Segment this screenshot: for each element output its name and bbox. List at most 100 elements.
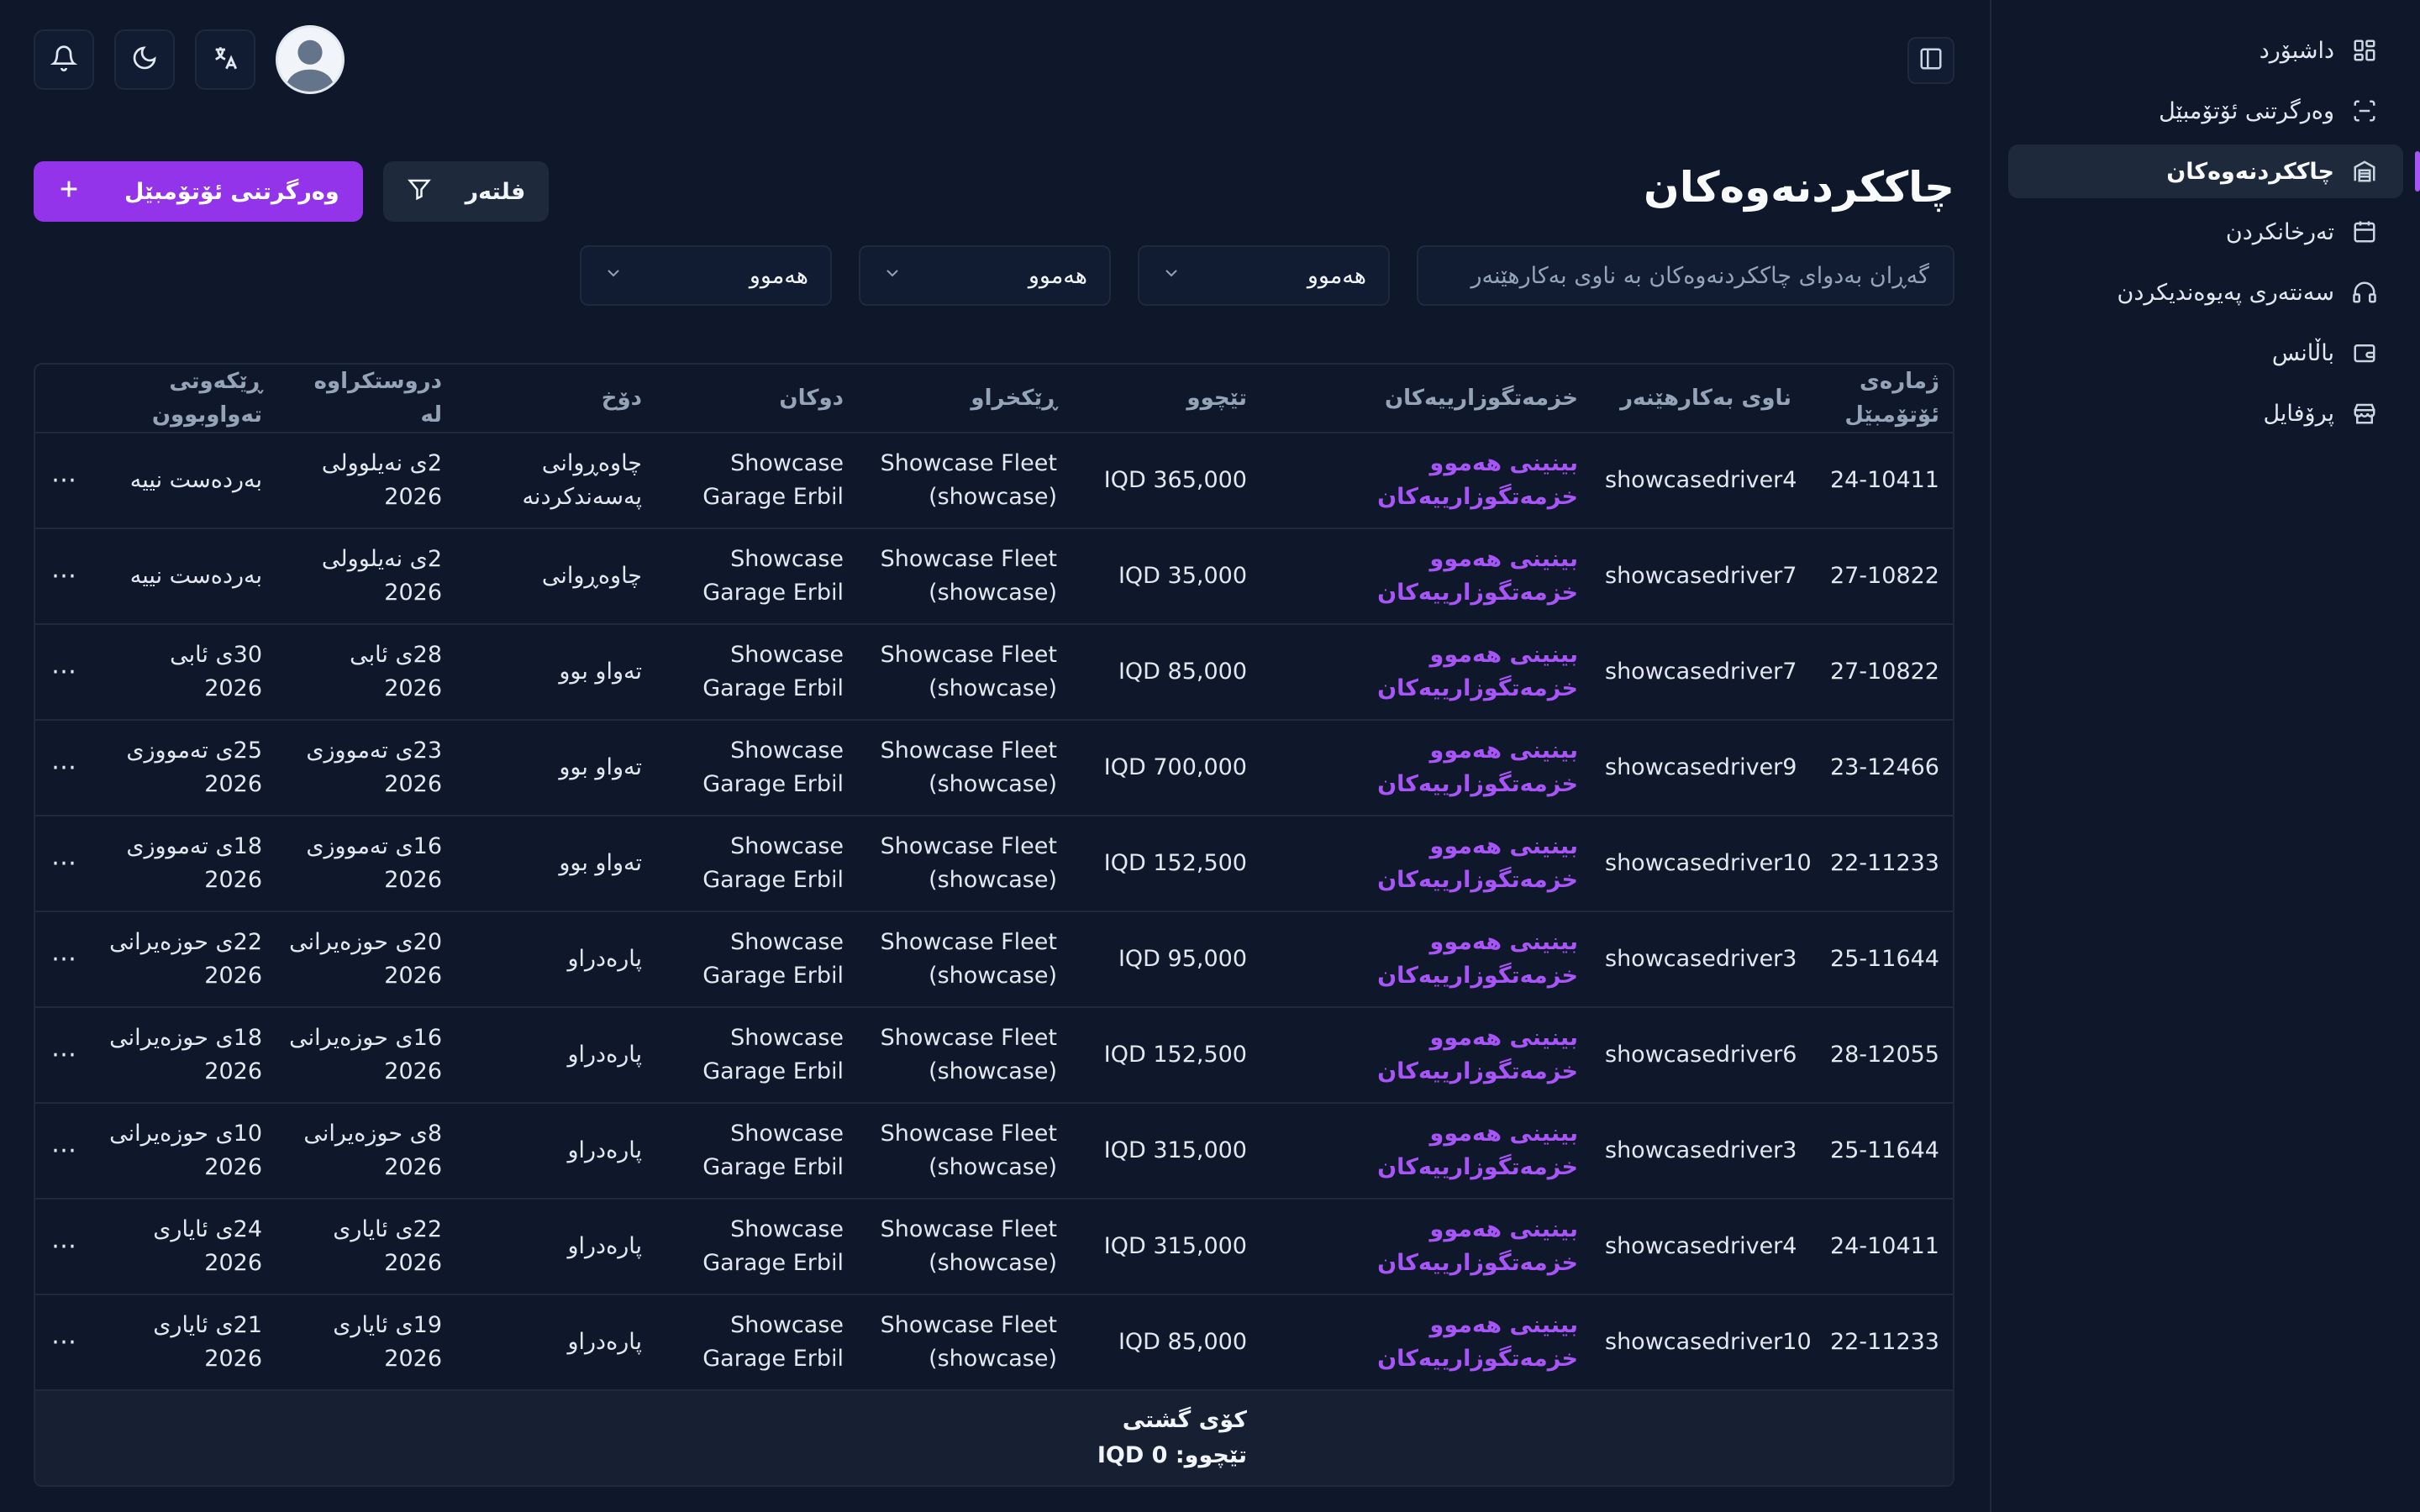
more-actions-button[interactable]: ⋯ [35, 528, 94, 625]
search-input[interactable] [1417, 245, 1954, 306]
cell-organization: Showcase Fleet (showcase) [857, 1103, 1071, 1200]
cell-services-link[interactable]: بینینی هەموو خزمەتگوزارییەکان [1260, 433, 1591, 529]
more-actions-button[interactable]: ⋯ [35, 911, 94, 1008]
sidebar-item-contact-center[interactable]: سەنتەری پەیوەندیکردن [2008, 265, 2403, 319]
column-header-user[interactable]: ناوی بەکارهێنەر [1591, 365, 1805, 433]
scan-icon [2349, 96, 2380, 126]
table-row[interactable]: 27-10822 showcasedriver7 بینینی هەموو خزمە… [35, 624, 1953, 721]
cell-completed: بەردەست نییە [94, 528, 276, 625]
cell-completed: 30ی ئابی 2026 [94, 624, 276, 721]
cell-user: showcasedriver10 [1591, 1294, 1812, 1391]
more-actions-button[interactable]: ⋯ [35, 1103, 94, 1200]
sidebar-item-label: باڵانس [2271, 339, 2334, 366]
more-icon: ⋯ [51, 1327, 78, 1357]
column-header-cost[interactable]: تێچوو [1071, 365, 1260, 433]
cell-shop: Showcase Garage Erbil [655, 624, 857, 721]
table-row[interactable]: 24-10411 showcasedriver4 بینینی هەموو خزمە… [35, 433, 1953, 529]
page-header: چاککردنەوەکان وەرگرتنی ئۆتۆمبێل فلتەر [34, 119, 1954, 245]
sidebar-item-dashboard[interactable]: داشبۆرد [2008, 24, 2403, 77]
sidebar-item-profile[interactable]: پرۆفایل [2008, 386, 2403, 440]
cell-user: showcasedriver10 [1591, 816, 1812, 912]
header-actions: وەرگرتنی ئۆتۆمبێل فلتەر [34, 161, 550, 222]
filter-select-2[interactable]: هەموو [859, 245, 1111, 306]
more-actions-button[interactable]: ⋯ [35, 1294, 94, 1391]
cell-organization: Showcase Fleet (showcase) [857, 1007, 1071, 1104]
headset-icon [2349, 277, 2380, 307]
cell-cost: IQD 700,000 [1071, 720, 1260, 816]
language-button[interactable] [195, 29, 255, 90]
theme-toggle-button[interactable] [114, 29, 175, 90]
filter-icon [407, 176, 432, 207]
table-row[interactable]: 28-12055 showcasedriver6 بینینی هەموو خزمە… [35, 1007, 1953, 1104]
sidebar-item-scheduling[interactable]: تەرخانکردن [2008, 205, 2403, 259]
cell-shop: Showcase Garage Erbil [655, 433, 857, 529]
more-actions-button[interactable]: ⋯ [35, 433, 94, 529]
cell-vehicle-no: 24-10411 [1805, 1199, 1953, 1295]
cell-services-link[interactable]: بینینی هەموو خزمەتگوزارییەکان [1260, 720, 1591, 816]
column-header-created[interactable]: دروستکراوە لە [276, 365, 455, 433]
cell-services-link[interactable]: بینینی هەموو خزمەتگوزارییەکان [1260, 1199, 1591, 1295]
table-row[interactable]: 22-11233 showcasedriver10 بینینی هەموو خزم… [35, 1294, 1953, 1391]
column-header-organization[interactable]: ڕێکخراو [857, 365, 1071, 433]
cell-vehicle-no: 27-10822 [1805, 624, 1953, 721]
more-actions-button[interactable]: ⋯ [35, 1199, 94, 1295]
cell-services-link[interactable]: بینینی هەموو خزمەتگوزارییەکان [1260, 1294, 1591, 1391]
cell-status: تەواو بوو [455, 624, 655, 721]
add-vehicle-button[interactable]: وەرگرتنی ئۆتۆمبێل [34, 161, 363, 222]
filter-select-1[interactable]: هەموو [1138, 245, 1390, 306]
cell-services-link[interactable]: بینینی هەموو خزمەتگوزارییەکان [1260, 624, 1591, 721]
sidebar-item-balance[interactable]: باڵانس [2008, 326, 2403, 380]
cell-created: 8ی حوزەیرانی 2026 [276, 1103, 455, 1200]
cell-created: 2ی نەیلوولی 2026 [276, 528, 455, 625]
cell-services-link[interactable]: بینینی هەموو خزمەتگوزارییەکان [1260, 1103, 1591, 1200]
dashboard-icon [2349, 35, 2380, 66]
table-row[interactable]: 27-10822 showcasedriver7 بینینی هەموو خزمە… [35, 528, 1953, 625]
filter-button[interactable]: فلتەر [382, 161, 550, 222]
table-row[interactable]: 24-10411 showcasedriver4 بینینی هەموو خزمە… [35, 1199, 1953, 1295]
column-header-services[interactable]: خزمەتگوزارییەکان [1260, 365, 1591, 433]
filters-bar: هەموو هەموو هەموو [34, 245, 1954, 360]
more-actions-button[interactable]: ⋯ [35, 1007, 94, 1104]
cell-services-link[interactable]: بینینی هەموو خزمەتگوزارییەکان [1260, 528, 1591, 625]
sidebar-item-repairs[interactable]: چاککردنەوەکان [2008, 144, 2420, 198]
more-actions-button[interactable]: ⋯ [35, 816, 94, 912]
filter-select-3[interactable]: هەموو [580, 245, 832, 306]
cell-services-link[interactable]: بینینی هەموو خزمەتگوزارییەکان [1260, 816, 1591, 912]
cell-status: تەواو بوو [455, 816, 655, 912]
cell-user: showcasedriver7 [1591, 528, 1805, 625]
column-header-status[interactable]: دۆخ [455, 365, 655, 433]
sidebar-toggle-button[interactable] [1907, 37, 1954, 84]
cell-user: showcasedriver3 [1591, 1103, 1805, 1200]
column-header-completed[interactable]: ڕێکەوتی تەواوبوون [94, 365, 276, 433]
cell-services-link[interactable]: بینینی هەموو خزمەتگوزارییەکان [1260, 1007, 1591, 1104]
cell-user: showcasedriver6 [1591, 1007, 1805, 1104]
store-icon [2349, 398, 2380, 428]
select-value: هەموو [1307, 262, 1366, 289]
sidebar-toggle-icon [1918, 46, 1944, 75]
sidebar-item-label: سەنتەری پەیوەندیکردن [2117, 279, 2334, 306]
cell-cost: IQD 315,000 [1071, 1103, 1260, 1200]
more-actions-button[interactable]: ⋯ [35, 720, 94, 816]
cell-services-link[interactable]: بینینی هەموو خزمەتگوزارییەکان [1260, 911, 1591, 1008]
main-content: چاککردنەوەکان وەرگرتنی ئۆتۆمبێل فلتەر [34, 25, 1954, 360]
column-header-shop[interactable]: دوکان [655, 365, 857, 433]
table-row[interactable]: 23-12466 showcasedriver9 بینینی هەموو خزمە… [35, 720, 1953, 816]
more-actions-button[interactable]: ⋯ [35, 624, 94, 721]
footer-total: کۆی گشتی تێچوو: IQD 0 [1071, 1390, 1260, 1485]
cell-organization: Showcase Fleet (showcase) [857, 433, 1071, 529]
cell-shop: Showcase Garage Erbil [655, 911, 857, 1008]
table-row[interactable]: 22-11233 showcasedriver10 بینینی هەموو خزم… [35, 816, 1953, 912]
chevron-down-icon [882, 263, 902, 289]
cell-cost: IQD 35,000 [1071, 528, 1260, 625]
table-row[interactable]: 25-11644 showcasedriver3 بینینی هەموو خزمە… [35, 1103, 1953, 1200]
cell-user: showcasedriver9 [1591, 720, 1805, 816]
table-row[interactable]: 25-11644 showcasedriver3 بینینی هەموو خزمە… [35, 911, 1953, 1008]
cell-created: 19ی ئایاری 2026 [276, 1294, 455, 1391]
select-value: هەموو [749, 262, 808, 289]
cell-organization: Showcase Fleet (showcase) [857, 1199, 1071, 1295]
avatar[interactable] [276, 25, 345, 94]
cell-organization: Showcase Fleet (showcase) [857, 1294, 1071, 1391]
notifications-button[interactable] [34, 29, 94, 90]
sidebar-item-vehicle-intake[interactable]: وەرگرتنی ئۆتۆمبێل [2008, 84, 2403, 138]
column-header-vehicle-no[interactable]: ژمارەی ئۆتۆمبێل [1805, 365, 1953, 433]
